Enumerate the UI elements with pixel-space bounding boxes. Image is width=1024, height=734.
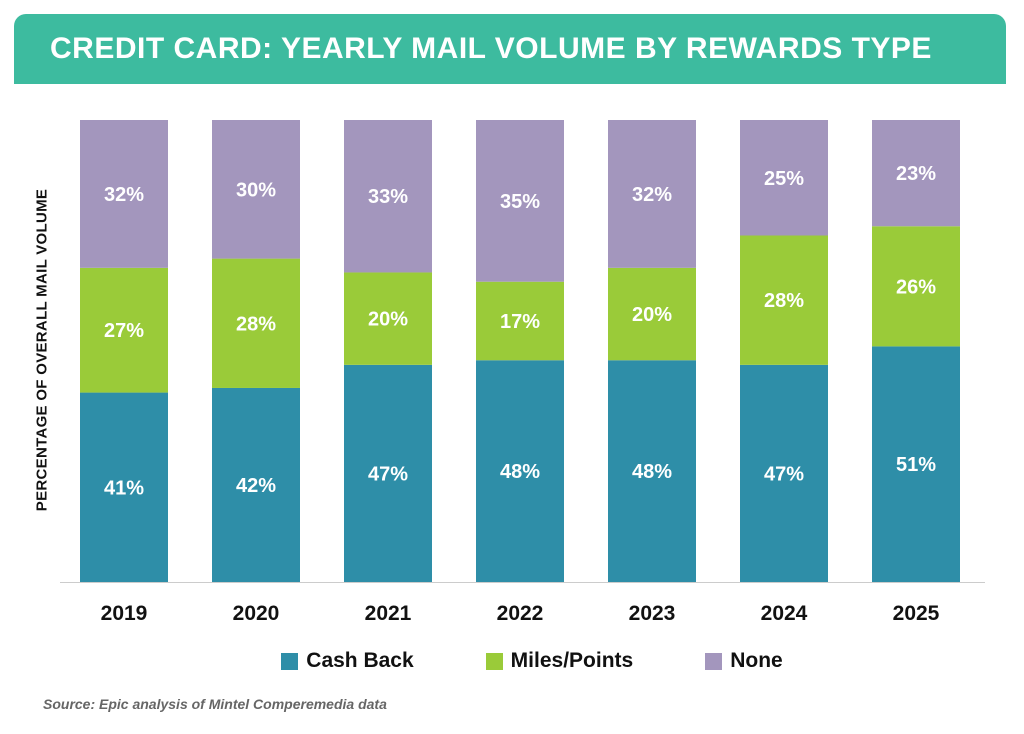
data-label-cash-back-2025: 51% (896, 454, 936, 476)
title-bar: CREDIT CARD: YEARLY MAIL VOLUME BY REWAR… (14, 14, 1006, 84)
x-tick-label-2020: 2020 (233, 602, 280, 625)
bar-miles-points-2021 (344, 272, 432, 365)
bar-miles-points-2024 (740, 235, 828, 365)
legend-swatch-cash-back (281, 652, 299, 670)
bar-cash-back-2022 (476, 360, 564, 582)
bar-miles-points-2025 (872, 226, 960, 347)
data-label-none-2023: 32% (632, 184, 672, 206)
x-tick-label-2022: 2022 (497, 602, 544, 625)
data-label-miles-points-2025: 26% (896, 276, 936, 298)
bar-cash-back-2025 (872, 346, 960, 582)
legend-item-none: None (705, 649, 783, 673)
data-label-miles-points-2022: 17% (500, 311, 540, 333)
data-label-miles-points-2023: 20% (632, 304, 672, 326)
bar-miles-points-2020 (212, 258, 300, 388)
x-tick-label-2021: 2021 (365, 602, 412, 625)
bar-miles-points-2019 (80, 267, 168, 393)
stacked-bar-chart: 41% 27% 32% 2019 42% 28% 30% 2020 47% 20% 33% 2021 4… (60, 120, 985, 625)
source-note: Source: Epic analysis of Mintel Comperem… (43, 696, 387, 712)
legend: Cash Back Miles/Points None (0, 646, 1024, 676)
data-label-none-2022: 35% (500, 191, 540, 213)
chart-title: CREDIT CARD: YEARLY MAIL VOLUME BY REWAR… (50, 32, 932, 65)
bar-none-2025 (872, 120, 960, 227)
data-label-none-2020: 30% (236, 179, 276, 201)
data-label-cash-back-2020: 42% (236, 475, 276, 497)
data-label-miles-points-2021: 20% (368, 309, 408, 331)
bar-miles-points-2022 (476, 281, 564, 361)
bar-cash-back-2024 (740, 364, 828, 582)
data-label-miles-points-2024: 28% (764, 290, 804, 312)
legend-item-miles-points: Miles/Points (485, 649, 634, 673)
bar-none-2024 (740, 120, 828, 236)
legend-item-cash-back: Cash Back (281, 649, 414, 673)
data-label-none-2019: 32% (104, 184, 144, 206)
data-label-cash-back-2022: 48% (500, 461, 540, 483)
x-tick-label-2023: 2023 (629, 602, 676, 625)
bar-cash-back-2020 (212, 387, 300, 582)
x-tick-label-2019: 2019 (101, 602, 148, 625)
bar-none-2021 (344, 120, 432, 273)
x-tick-label-2025: 2025 (893, 602, 940, 625)
x-tick-label-2024: 2024 (761, 602, 808, 625)
data-label-cash-back-2024: 47% (764, 463, 804, 485)
bar-cash-back-2023 (608, 360, 696, 582)
data-label-cash-back-2021: 47% (368, 463, 408, 485)
bar-cash-back-2019 (80, 392, 168, 582)
legend-swatch-miles-points (485, 652, 503, 670)
legend-label-cash-back: Cash Back (306, 649, 414, 672)
legend-swatch-none (705, 652, 723, 670)
data-label-cash-back-2023: 48% (632, 461, 672, 483)
legend-label-miles-points: Miles/Points (510, 649, 634, 672)
data-label-miles-points-2020: 28% (236, 313, 276, 335)
data-label-miles-points-2019: 27% (104, 320, 144, 342)
bar-cash-back-2021 (344, 364, 432, 582)
data-label-none-2025: 23% (896, 163, 936, 185)
bar-miles-points-2023 (608, 267, 696, 361)
data-label-cash-back-2019: 41% (104, 477, 144, 499)
data-label-none-2021: 33% (368, 186, 408, 208)
legend-label-none: None (730, 649, 783, 672)
bar-none-2022 (476, 120, 564, 282)
bar-none-2019 (80, 120, 168, 268)
bar-none-2020 (212, 120, 300, 259)
data-label-none-2024: 25% (764, 168, 804, 190)
bar-none-2023 (608, 120, 696, 268)
